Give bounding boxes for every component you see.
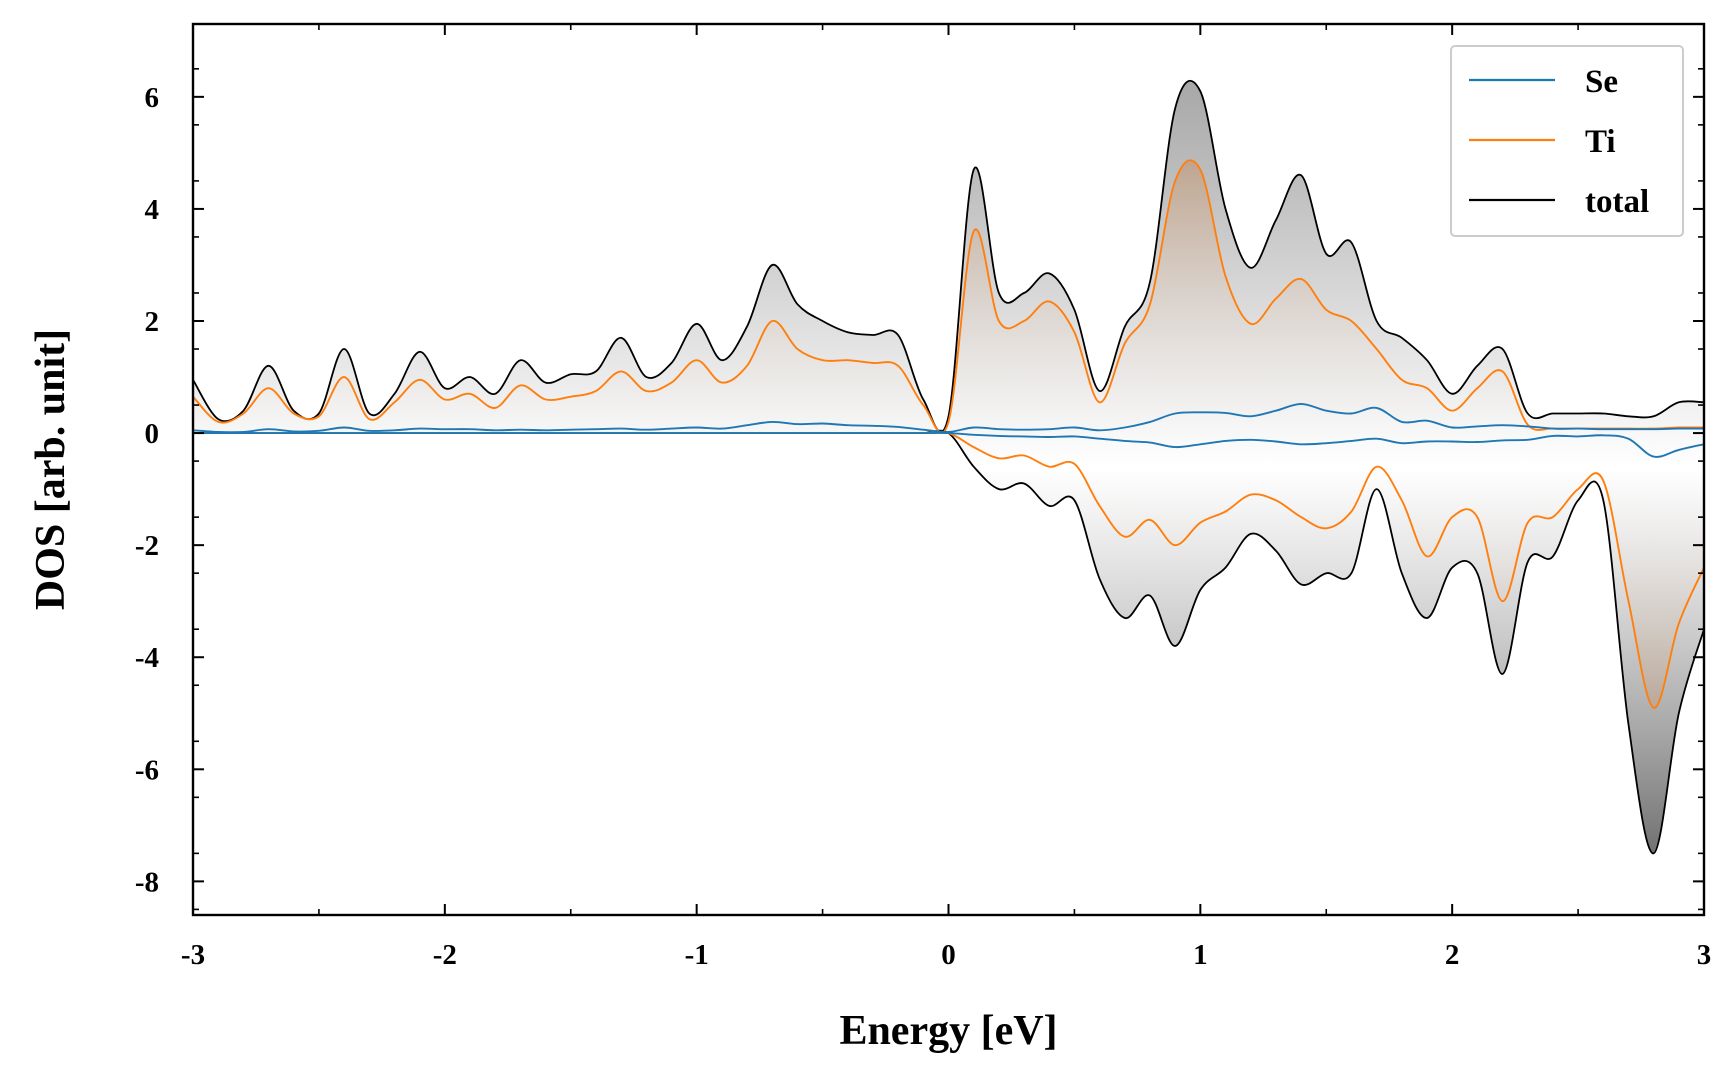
x-tick-label: 3 bbox=[1697, 939, 1712, 971]
x-tick-label: -1 bbox=[685, 939, 709, 971]
x-tick-label: 0 bbox=[941, 939, 956, 971]
x-tick-label: 2 bbox=[1445, 939, 1460, 971]
se-up-line bbox=[193, 402, 1704, 434]
y-tick-label: -6 bbox=[135, 754, 159, 786]
legend-label-total: total bbox=[1585, 184, 1649, 220]
y-tick-label: 0 bbox=[145, 418, 160, 450]
x-tick-label: -2 bbox=[433, 939, 457, 971]
legend-box bbox=[1450, 45, 1684, 237]
y-tick-label: 2 bbox=[145, 306, 160, 338]
y-axis-label: DOS [arb. unit] bbox=[28, 329, 74, 610]
y-tick-label: 6 bbox=[145, 82, 160, 114]
y-tick-label: -4 bbox=[135, 642, 159, 674]
y-axis-ticks: -8 -6 -4 -2 0 2 4 6 bbox=[135, 68, 1704, 911]
y-tick-label: -2 bbox=[135, 530, 159, 562]
y-tick-label: 4 bbox=[145, 194, 160, 226]
se-down-line bbox=[193, 432, 1704, 458]
se-down-fill bbox=[193, 432, 1704, 457]
x-axis-ticks: -3 -2 -1 0 1 2 3 bbox=[181, 24, 1711, 971]
x-tick-label: 1 bbox=[1193, 939, 1208, 971]
total-down-fill bbox=[193, 430, 1704, 854]
series-lines bbox=[193, 79, 1704, 855]
x-tick-label: -3 bbox=[181, 939, 205, 971]
ti-down-fill bbox=[193, 432, 1704, 708]
ti-up-fill bbox=[193, 160, 1704, 434]
x-axis-label: Energy [eV] bbox=[839, 1008, 1057, 1054]
total-up-line bbox=[193, 79, 1704, 434]
y-tick-label: -8 bbox=[135, 866, 159, 898]
legend: Se Ti total bbox=[1450, 45, 1684, 237]
legend-label-ti: Ti bbox=[1585, 124, 1616, 160]
ti-up-line bbox=[193, 159, 1704, 434]
legend-label-se: Se bbox=[1585, 64, 1618, 100]
